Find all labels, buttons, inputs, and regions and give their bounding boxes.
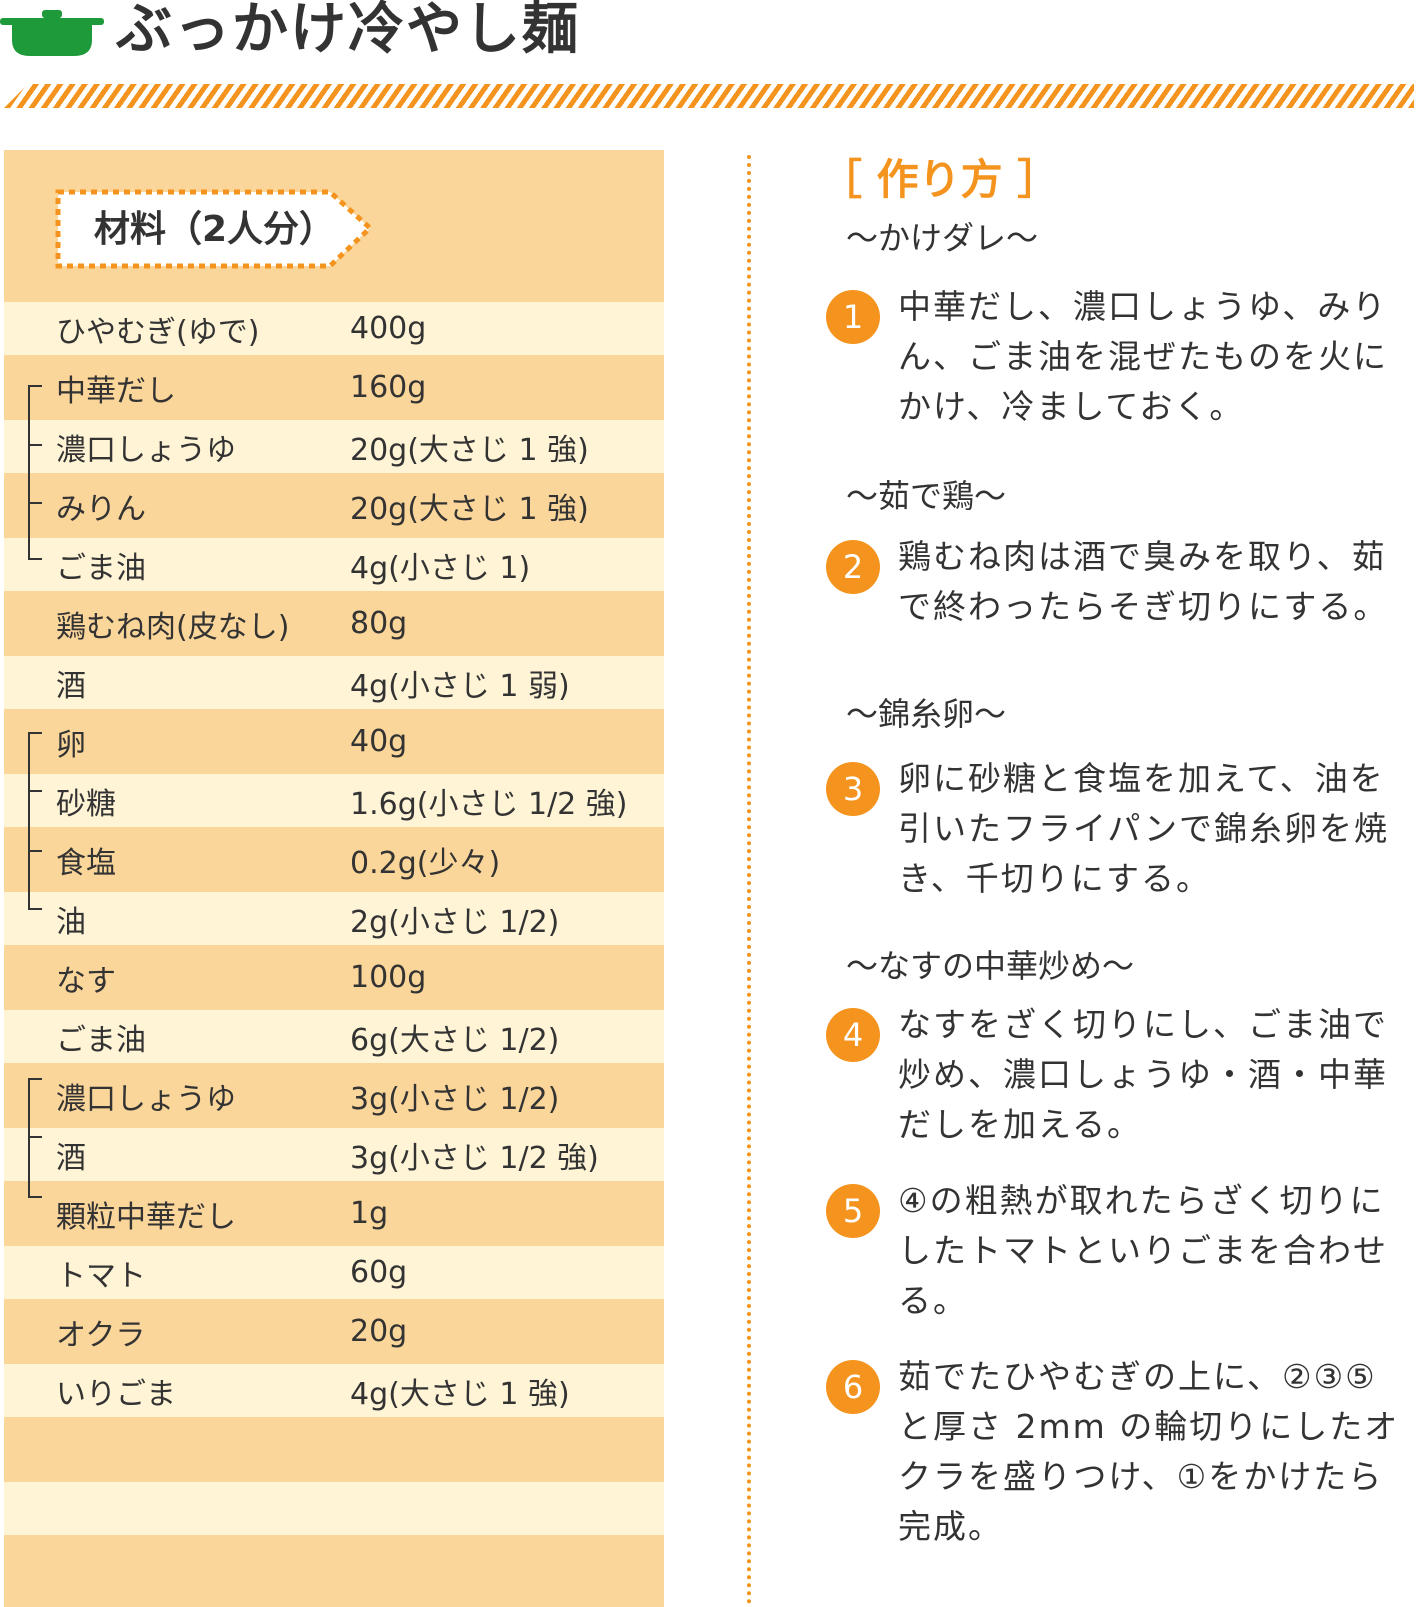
step-number-badge: 6	[826, 1360, 880, 1414]
step-text: 卵に砂糖と食塩を加えて、油を引いたフライパンで錦糸卵を焼き、千切りにする。	[898, 759, 1389, 898]
ingredient-row: 濃口しょうゆ 20g(大さじ 1 強)	[4, 420, 664, 473]
ingredient-row: 濃口しょうゆ 3g(小さじ 1/2)	[4, 1063, 664, 1128]
step-text: ④の粗熱が取れたらざく切りにしたトマトといりごまを合わせる。	[898, 1181, 1388, 1320]
ingredient-row: トマト 60g	[4, 1246, 664, 1299]
step-text: 中華だし、濃口しょうゆ、みりん、ごま油を混ぜたものを火にかけ、冷ましておく。	[898, 287, 1388, 426]
ingredient-name: 濃口しょうゆ	[56, 1081, 236, 1117]
ingredient-row: 油 2g(小さじ 1/2)	[4, 892, 664, 945]
ingredient-row: みりん 20g(大さじ 1 強)	[4, 473, 664, 538]
ingredient-amount: 6g(大さじ 1/2)	[350, 1022, 560, 1058]
ingredient-amount: 20g(大さじ 1 強)	[350, 432, 589, 468]
ingredient-name: 酒	[56, 668, 86, 704]
ingredient-name: 鶏むね肉(皮なし)	[56, 609, 290, 645]
ingredient-amount: 0.2g(少々)	[350, 845, 501, 881]
ingredient-row: 中華だし 160g	[4, 355, 664, 420]
ingredient-row-empty	[4, 1417, 664, 1482]
ingredient-name: ごま油	[56, 550, 146, 586]
ingredient-row: 酒 4g(小さじ 1 弱)	[4, 656, 664, 709]
step-number-badge: 3	[826, 762, 880, 816]
ingredient-row: 卵 40g	[4, 709, 664, 774]
step-number-badge: 4	[826, 1008, 880, 1062]
ingredient-amount: 2g(小さじ 1/2)	[350, 904, 560, 940]
ingredient-amount: 60g	[350, 1255, 408, 1290]
ingredient-amount: 20g(大さじ 1 強)	[350, 491, 589, 527]
method-subtitle: 〜かけダレ〜	[846, 219, 1039, 257]
method-subtitle: 〜なすの中華炒め〜	[846, 947, 1135, 985]
ingredient-name: 食塩	[56, 845, 116, 881]
method-subtitle: 〜茹で鶏〜	[846, 477, 1007, 515]
page-title: ぶっかけ冷やし麺	[116, 0, 580, 62]
step-number-badge: 2	[826, 540, 880, 594]
step-text: なすをざく切りにし、ごま油で炒め、濃口しょうゆ・酒・中華だしを加える。	[898, 1005, 1388, 1144]
ingredient-name: いりごま	[56, 1376, 176, 1412]
ingredient-row: 砂糖 1.6g(小さじ 1/2 強)	[4, 774, 664, 827]
ingredient-amount: 3g(小さじ 1/2)	[350, 1081, 560, 1117]
step-text: 茹でたひやむぎの上に、②③⑤と厚さ 2mm の輪切りにしたオクラを盛りつけ、①を…	[898, 1357, 1400, 1546]
ingredients-heading: 材料（2人分）	[94, 209, 336, 250]
ingredient-amount: 3g(小さじ 1/2 強)	[350, 1140, 599, 1176]
ingredient-name: 酒	[56, 1140, 86, 1176]
ingredient-name: トマト	[56, 1258, 146, 1294]
ingredient-row: いりごま 4g(大さじ 1 強)	[4, 1364, 664, 1417]
ingredient-row: ごま油 6g(大さじ 1/2)	[4, 1010, 664, 1063]
ingredient-amount: 80g	[350, 606, 408, 641]
ingredient-name: オクラ	[56, 1317, 146, 1353]
method-subtitle: 〜錦糸卵〜	[846, 695, 1007, 733]
ingredient-amount: 160g	[350, 370, 427, 405]
ingredient-name: なす	[56, 963, 116, 999]
ingredient-amount: 4g(小さじ 1 弱)	[350, 668, 570, 704]
ingredient-row: 顆粒中華だし 1g	[4, 1181, 664, 1246]
ingredient-name: ごま油	[56, 1022, 146, 1058]
ingredients-heading-tag: 材料（2人分）	[54, 188, 380, 272]
step-text: 鶏むね肉は酒で臭みを取り、茹で終わったらそぎ切りにする。	[898, 537, 1389, 626]
step-number-badge: 5	[826, 1184, 880, 1238]
ingredient-name: みりん	[56, 491, 146, 527]
ingredient-row: 鶏むね肉(皮なし) 80g	[4, 591, 664, 656]
ingredient-amount: 4g(大さじ 1 強)	[350, 1376, 570, 1412]
ingredient-amount: 100g	[350, 960, 427, 995]
ingredients-panel: 材料（2人分） ひやむぎ(ゆで) 400g 中華だし 160g 濃口しょうゆ 20g(…	[4, 150, 664, 1607]
ingredient-name: 砂糖	[56, 786, 116, 822]
ingredient-name: 顆粒中華だし	[56, 1199, 236, 1235]
ingredient-row: なす 100g	[4, 945, 664, 1010]
ingredient-amount: 20g	[350, 1314, 408, 1349]
method-title: ［ 作り方 ］	[820, 155, 1060, 204]
ingredient-row: オクラ 20g	[4, 1299, 664, 1364]
ingredient-row: ひやむぎ(ゆで) 400g	[4, 302, 664, 355]
pot-icon	[0, 10, 104, 56]
ingredient-row: 酒 3g(小さじ 1/2 強)	[4, 1128, 664, 1181]
column-divider	[747, 155, 751, 1605]
ingredient-name: 中華だし	[56, 373, 176, 409]
ingredient-name: 卵	[56, 727, 86, 763]
ingredient-name: ひやむぎ(ゆで)	[56, 314, 260, 350]
page-header: ぶっかけ冷やし麺	[0, 0, 1418, 120]
ingredient-amount: 1g	[350, 1196, 389, 1231]
header-stripe-divider	[4, 84, 1414, 108]
ingredient-amount: 40g	[350, 724, 408, 759]
ingredient-name: 油	[56, 904, 86, 940]
ingredient-name: 濃口しょうゆ	[56, 432, 236, 468]
ingredient-row-empty	[4, 1535, 664, 1600]
ingredient-amount: 4g(小さじ 1)	[350, 550, 531, 586]
step-number-badge: 1	[826, 290, 880, 344]
ingredient-row: 食塩 0.2g(少々)	[4, 827, 664, 892]
ingredient-row-empty	[4, 1482, 664, 1535]
ingredient-row: ごま油 4g(小さじ 1)	[4, 538, 664, 591]
ingredient-amount: 1.6g(小さじ 1/2 強)	[350, 786, 628, 822]
ingredient-amount: 400g	[350, 311, 427, 346]
ingredients-table: ひやむぎ(ゆで) 400g 中華だし 160g 濃口しょうゆ 20g(大さじ 1 強)…	[4, 302, 664, 1600]
